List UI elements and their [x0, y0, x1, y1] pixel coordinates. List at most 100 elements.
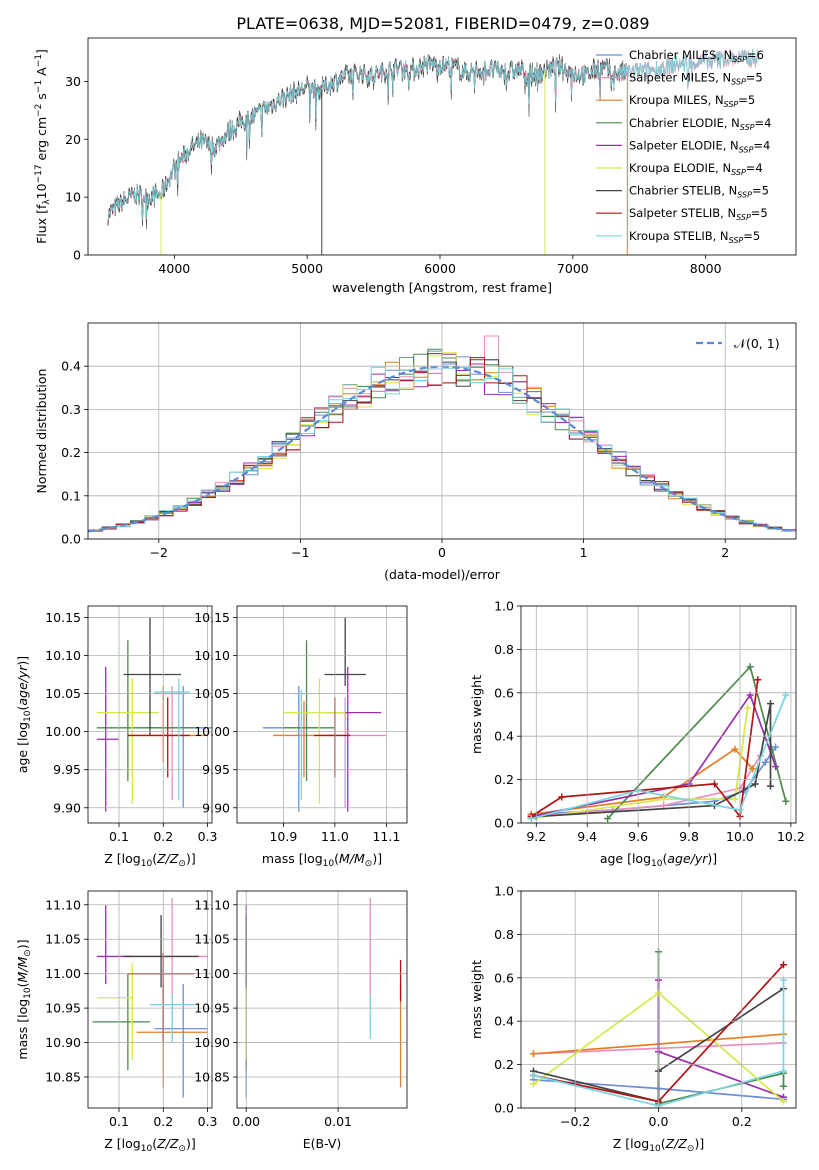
x-tick-label: 6000	[424, 261, 456, 276]
y-tick-label: 10	[65, 190, 81, 205]
y-tick-label: 10.15	[45, 610, 81, 625]
panel-weight_vs_age: 9.2 9.4 9.6 9.8 10.0 10.2 0.0 0.2 0.4 0.6 0.8 1.0 ma…	[469, 599, 805, 870]
weight-marker-ChST	[751, 780, 759, 788]
weight-marker-KrMI	[731, 745, 739, 753]
y-axis-label: Normed distribution	[34, 369, 49, 494]
x-tick-label: 7000	[557, 261, 589, 276]
gridlines	[237, 606, 407, 823]
errorbar-ChMI	[141, 685, 212, 808]
errorbar-ChST	[324, 617, 366, 686]
x-axis-label: Z [log10(Z/Z⊙)]	[613, 1136, 704, 1154]
x-tick-label: 11.1	[372, 829, 400, 844]
x-tick-label: 0.01	[324, 1114, 352, 1129]
axes-frame	[87, 890, 213, 1109]
figure-title: PLATE=0638, MJD=52081, FIBERID=0479, z=0…	[236, 14, 649, 33]
panel-weight_vs_Z: −0.2 0.0 0.2 0.0 0.2 0.4 0.6 0.8 1.0 mass weight Z…	[469, 884, 797, 1154]
x-tick-label: −0.2	[560, 1114, 590, 1129]
panel-residuals: −2 −1 0 1 2 0.0 0.1 0.2 0.3 0.4 𝒩(0, 1) Normed dist…	[34, 322, 797, 582]
x-tick-label: 10.2	[777, 829, 805, 844]
y-axis-label: mass weight	[469, 960, 484, 1039]
legend-label-KrEL: Kroupa ELODIE, NSSP=4	[629, 161, 763, 177]
legend: Chabrier MILES, NSSP=6 Salpeter MILES, NS…	[596, 48, 771, 245]
errorbar-KrEL	[283, 678, 346, 804]
weight-line-SaST	[530, 679, 759, 819]
errorbar-ChEL	[92, 973, 150, 1071]
plot-area	[262, 617, 387, 812]
y-tick-label: 10.95	[194, 1001, 230, 1016]
x-tick-label: 1	[580, 545, 588, 560]
weight-line-KrMI	[531, 748, 754, 816]
weight-marker-KrST	[530, 1071, 537, 1079]
y-tick-label: 0.3	[61, 402, 81, 417]
x-tick-label: 0.0	[649, 1114, 669, 1129]
weight-line-ChMI	[531, 746, 777, 816]
y-tick-label: 20	[65, 132, 81, 147]
y-tick-label: 9.90	[202, 800, 230, 815]
weight-marker-KrEL	[660, 795, 668, 803]
y-tick-label: 11.10	[194, 897, 230, 912]
weight-line-SaEL	[531, 693, 777, 818]
errorbar-KrST	[150, 994, 195, 1043]
normal-curve	[88, 365, 794, 533]
errorbar-KrEL	[96, 678, 159, 804]
weight-marker-KrEL	[780, 1097, 787, 1105]
y-tick-label: 10.90	[45, 1035, 81, 1050]
plot-area	[527, 663, 790, 823]
y-tick-label: 1.0	[494, 599, 514, 614]
gridlines	[88, 891, 212, 1108]
x-tick-label: 8000	[690, 261, 722, 276]
weight-marker-KrMI	[749, 765, 757, 773]
axes-frame	[236, 605, 408, 824]
errorbar-ChEL	[283, 640, 335, 782]
legend-label-ChST: Chabrier STELIB, NSSP=5	[629, 184, 769, 200]
panel-mass_vs_Z: 0.1 0.2 0.3 10.85 10.90 10.95 11.00 11.05 11.10 Z…	[15, 890, 218, 1154]
y-tick-label: 0	[73, 248, 81, 263]
x-tick-label: 11.0	[321, 829, 349, 844]
legend-label-KrMI: Kroupa MILES, NSSP=5	[629, 93, 755, 109]
x-tick-label: 9.8	[679, 829, 699, 844]
weight-marker-SaST	[558, 793, 566, 801]
weight-marker-ChST	[767, 700, 775, 708]
y-tick-label: 10.10	[45, 648, 81, 663]
y-tick-label: 1.0	[494, 884, 514, 899]
x-tick-label: 0.1	[109, 1114, 129, 1129]
errorbar-SaMI	[154, 685, 186, 801]
weight-marker-SaST	[754, 676, 762, 684]
y-tick-label: 0.0	[494, 816, 514, 831]
x-axis-label: E(B-V)	[303, 1136, 342, 1151]
x-axis-label: age [log10(age/yr)]	[600, 851, 717, 869]
x-tick-label: 2	[721, 545, 729, 560]
axes-frame	[87, 37, 797, 256]
legend-label-KrST: Kroupa STELIB, NSSP=5	[629, 229, 760, 245]
x-tick-label: 10.0	[726, 829, 754, 844]
errorbar-SaEL	[96, 904, 133, 984]
y-tick-label: 0.8	[494, 927, 514, 942]
gridlines	[237, 891, 407, 1108]
y-tick-label: 10.00	[45, 724, 81, 739]
weight-marker-SaST	[711, 780, 719, 788]
legend-label-SaMI: Salpeter MILES, NSSP=5	[629, 71, 763, 87]
weight-line-KrEL	[531, 707, 749, 820]
x-tick-label: 0.1	[109, 829, 129, 844]
y-tick-label: 11.00	[194, 966, 230, 981]
y-tick-label: 11.00	[45, 966, 81, 981]
legend-label-ChEL: Chabrier ELODIE, NSSP=4	[629, 116, 771, 132]
y-tick-label: 0.8	[494, 642, 514, 657]
y-tick-label: 10.00	[194, 724, 230, 739]
y-tick-label: 0.2	[494, 772, 514, 787]
y-tick-label: 0.0	[61, 532, 81, 547]
axes-frame	[236, 890, 408, 1109]
errorbar-SaMI	[324, 697, 387, 808]
weight-marker-ChST	[767, 782, 775, 790]
legend-label-SaEL: Salpeter ELODIE, NSSP=4	[629, 138, 770, 154]
x-tick-label: 5000	[291, 261, 323, 276]
y-tick-label: 11.05	[45, 932, 81, 947]
legend-label-ChMI: Chabrier MILES, NSSP=6	[629, 48, 764, 64]
legend-label-normal: 𝒩(0, 1)	[734, 336, 780, 351]
plot-area	[96, 617, 212, 812]
weight-marker-SaST	[780, 961, 787, 969]
y-axis-label: mass [log10(M/M⊙)]	[15, 939, 33, 1059]
weight-marker-ChEL	[782, 797, 790, 805]
y-tick-label: 10.10	[194, 648, 230, 663]
